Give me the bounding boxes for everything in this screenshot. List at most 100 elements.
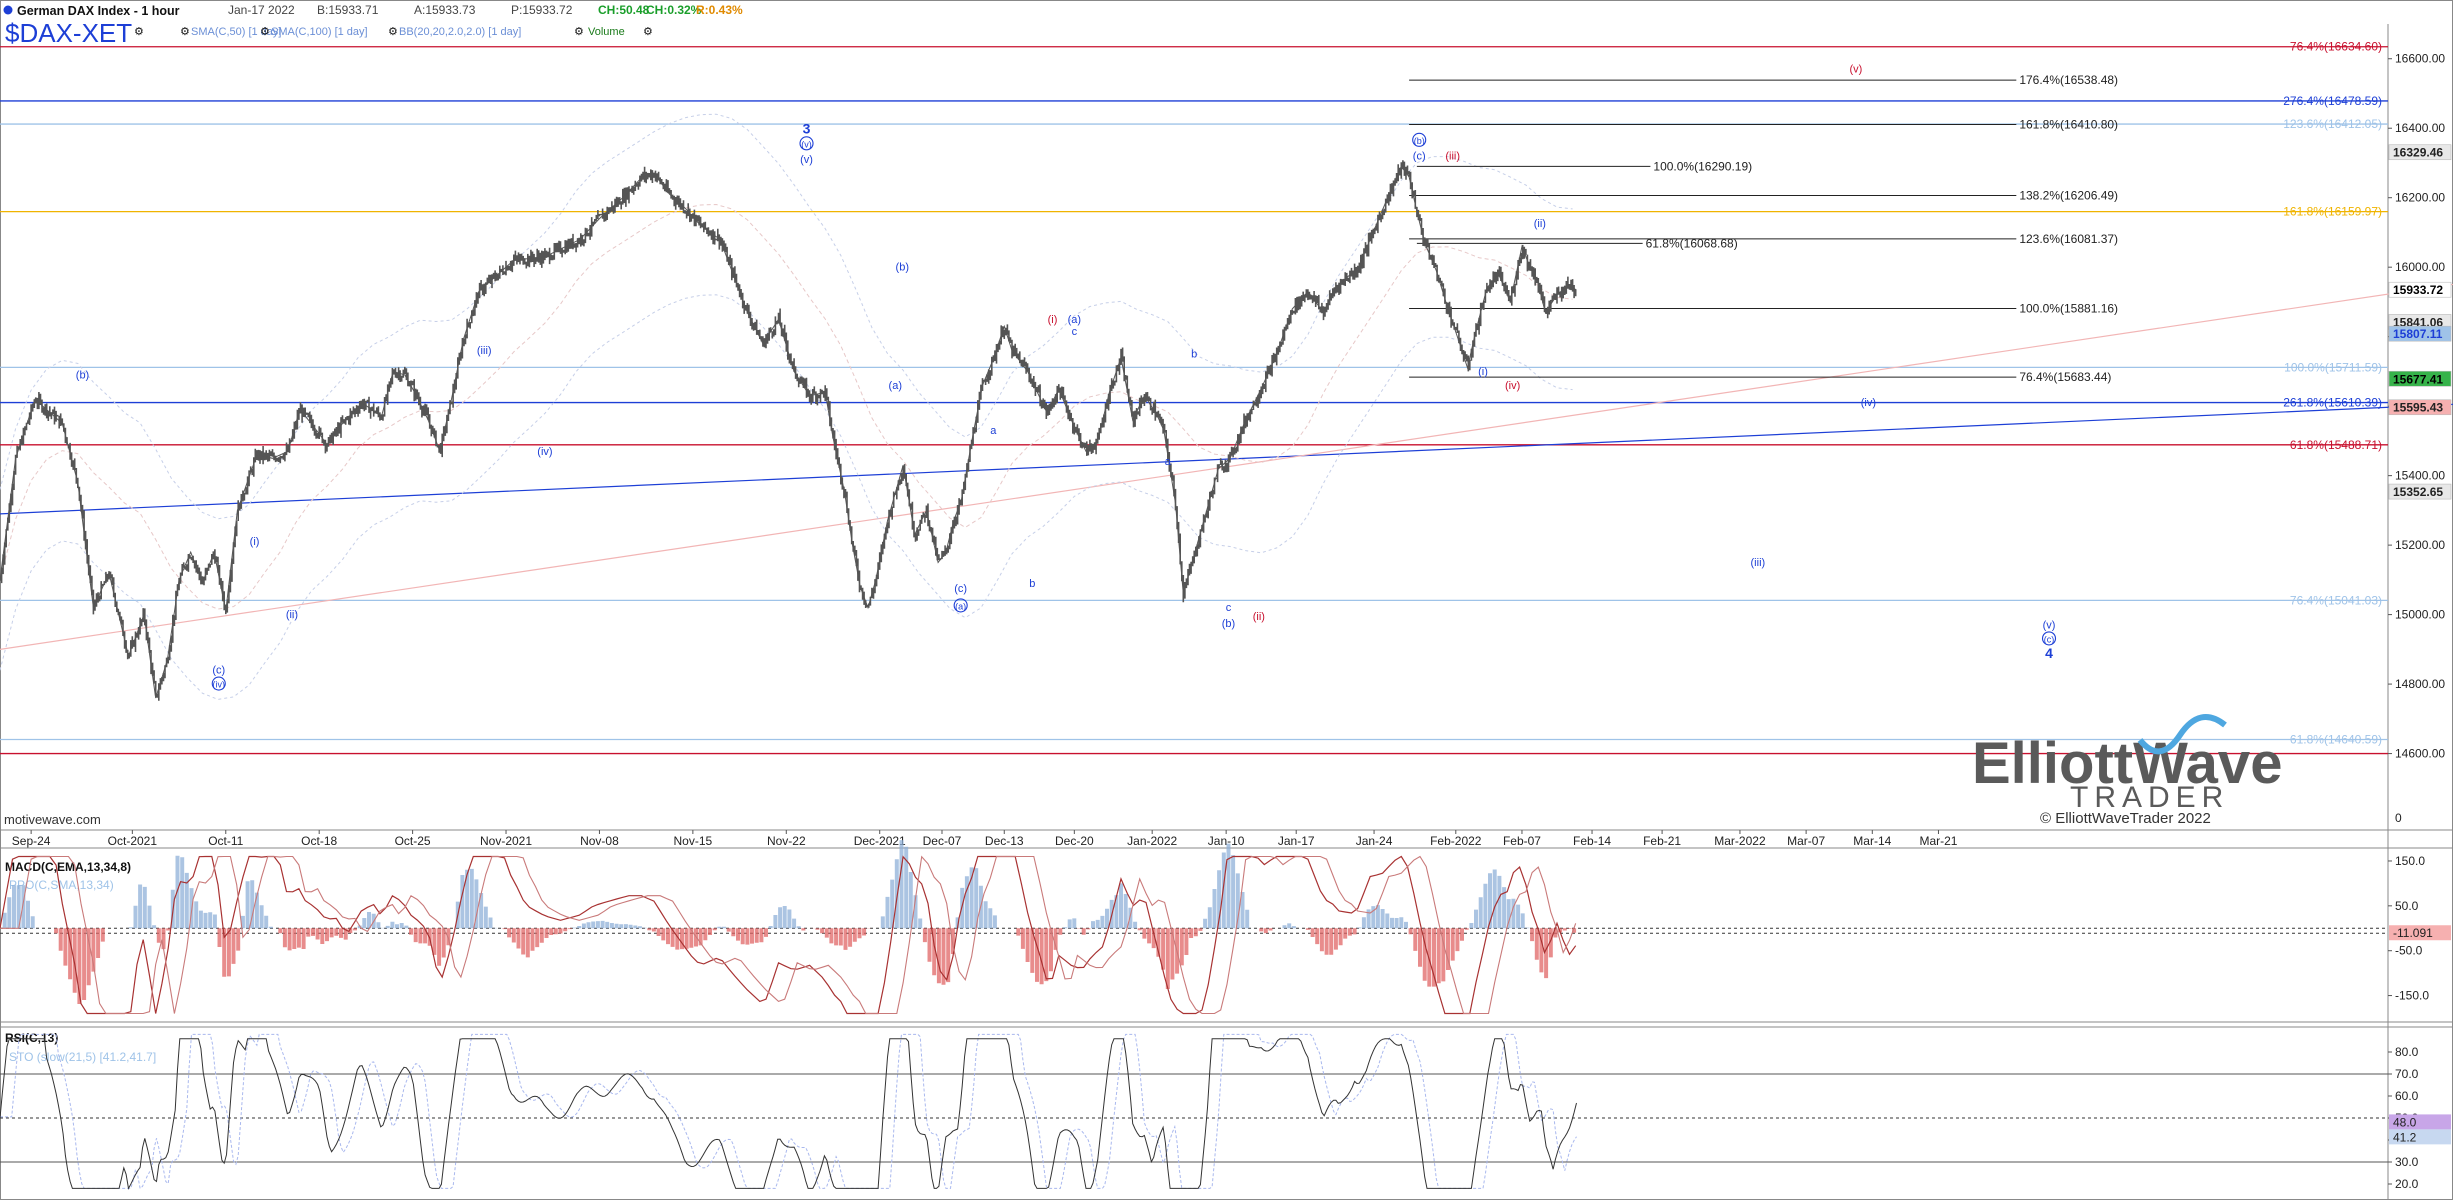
wave-circle [953, 598, 968, 613]
level-label: 76.4%(15041.03) [2290, 593, 2382, 607]
wave-label: (iv) [1861, 397, 1876, 409]
wave-label: (a) [1068, 314, 1081, 326]
logo-copyright: © ElliottWaveTrader 2022 [2040, 810, 2211, 827]
instrument-icon [3, 5, 13, 15]
study-bb[interactable]: BB(20,20,2.0,2.0) [1 day] [399, 26, 521, 38]
fib-label: 100.0%(16290.19) [1653, 159, 1752, 173]
wave-label: c [1226, 602, 1232, 614]
chart-header: German DAX Index - 1 hour Jan-17 2022 B:… [3, 3, 743, 48]
rsi-title: RSI(C,13) [5, 1031, 58, 1045]
wave-circle [211, 676, 226, 691]
rsi-axis[interactable]: 80.070.060.050.040.030.020.048.041.2 [2388, 1045, 2451, 1191]
sma-line [0, 203, 1573, 610]
time-tick-label: Oct-25 [395, 834, 431, 848]
header-date: Jan-17 2022 [228, 3, 295, 17]
wave-label: (ii) [1534, 218, 1546, 230]
price-tick-label: 16200.00 [2395, 191, 2445, 205]
macd-axis[interactable]: 150.0 50.0 -50.0 -150.0 -11.091 [2388, 854, 2451, 1003]
time-tick-label: Mar-14 [1853, 834, 1891, 848]
wave-label: b [1191, 349, 1197, 361]
macd-badge [2389, 925, 2451, 941]
band-lower [0, 294, 1573, 700]
time-tick-label: Dec-13 [985, 834, 1024, 848]
study-sma100[interactable]: SMA(C,100) [1 day] [271, 26, 368, 38]
rsi-tick-label: 30.0 [2395, 1155, 2419, 1169]
trendline [0, 403, 2453, 515]
price-panel: 76.4%(16634.60) 276.4%(16478.59) 123.6%(16… [0, 40, 2453, 848]
instrument-title: German DAX Index - 1 hour [17, 4, 180, 18]
macd-body [0, 840, 2388, 1015]
time-tick-label: Jan-2022 [1127, 834, 1177, 848]
gear-icon[interactable]: ⚙ [574, 26, 584, 38]
gear-icon[interactable]: ⚙ [180, 26, 190, 38]
macd-histogram-pos [2, 840, 1530, 929]
wave-label: (b) [1414, 136, 1425, 146]
price-bars [0, 160, 1577, 701]
price-tick-label: 16000.00 [2395, 260, 2445, 274]
macd-tick-label: -50.0 [2395, 944, 2423, 958]
wave-label: (i) [1048, 314, 1058, 326]
price-badge-label: 15352.65 [2393, 485, 2443, 499]
wave-label: (v) [1850, 64, 1863, 76]
macd-tick-label: 150.0 [2395, 854, 2425, 868]
rsi-tick-label: 80.0 [2395, 1045, 2419, 1059]
wave-label: (i) [250, 536, 260, 548]
gear-icon[interactable]: ⚙ [134, 26, 144, 38]
wave-label: b [1029, 578, 1035, 590]
rsi-body [0, 1033, 2388, 1190]
price-badge [2388, 399, 2452, 416]
time-tick-label: Feb-14 [1573, 834, 1611, 848]
wave-label: (ii) [286, 609, 298, 621]
wave-label: (iv) [1505, 380, 1520, 392]
gear-icon[interactable]: ⚙ [260, 26, 270, 38]
wave-label: (v) [2043, 620, 2056, 632]
price-tick-label: 15200.00 [2395, 538, 2445, 552]
price-axis[interactable]: 14600.00 14800.00 15000.00 15200.00 15400.00… [2388, 52, 2452, 825]
time-tick-label: Sep-24 [12, 834, 51, 848]
time-tick-label: Mar-21 [1919, 834, 1957, 848]
rsi-badge [2389, 1129, 2451, 1145]
macd-signal-line [0, 855, 1577, 1015]
wave-label: (v) [800, 154, 813, 166]
header-change: CH:50.48 [598, 3, 650, 17]
level-label: 123.6%(16412.05) [2283, 117, 2382, 131]
price-tick-label: 14600.00 [2395, 747, 2445, 761]
wave-label: (c) [1413, 150, 1426, 162]
wave-label: (iv) [213, 680, 226, 690]
time-tick-label: Mar-2022 [1714, 834, 1766, 848]
wave-label: (a) [889, 380, 902, 392]
fib-label: 138.2%(16206.49) [2019, 188, 2118, 202]
wave-label: (a) [955, 601, 966, 611]
price-badge-label: 15677.41 [2393, 372, 2443, 386]
price-tick-label: 16600.00 [2395, 52, 2445, 66]
study-legend[interactable]: ⚙ ⚙ SMA(C,50) [1 day] ⚙ SMA(C,100) [1 da… [134, 26, 653, 38]
price-series [0, 160, 1577, 701]
wave-circle [1412, 132, 1427, 147]
gear-icon[interactable]: ⚙ [388, 26, 398, 38]
time-tick-label: Nov-22 [767, 834, 806, 848]
time-tick-label: Oct-2021 [108, 834, 158, 848]
sto-subtitle: STO (slow(21,5) [41.2,41.7] [9, 1050, 156, 1064]
rsi-line [0, 1038, 1577, 1190]
wave-label: (c) [2044, 634, 2055, 644]
rsi-badge [2389, 1114, 2451, 1130]
study-sma50[interactable]: SMA(C,50) [1 day] [191, 26, 281, 38]
time-tick-label: Mar-07 [1787, 834, 1825, 848]
price-badge [2388, 483, 2452, 500]
wave-label: (iii) [1445, 150, 1460, 162]
study-volume[interactable]: Volume [588, 26, 625, 38]
price-badge-label: 16329.46 [2393, 146, 2443, 160]
gear-icon[interactable]: ⚙ [643, 26, 653, 38]
time-axis[interactable]: Sep-24 Oct-2021 Oct-11 Oct-18 Oct-25 Nov-2021… [12, 830, 1958, 848]
header-change-pct: CH:0.32% [646, 3, 702, 17]
time-tick-label: Jan-24 [1356, 834, 1393, 848]
time-tick-label: Jan-17 [1278, 834, 1315, 848]
time-tick-label: Feb-21 [1643, 834, 1681, 848]
header-range: R:0.43% [696, 3, 743, 17]
price-badge [2388, 144, 2452, 161]
logo-subtext: TRADER [2070, 781, 2229, 814]
ppo-subtitle: PPO(C,SMA,13,34) [9, 878, 114, 892]
price-badge-label: 15807.11 [2393, 327, 2443, 341]
wave-circle [2041, 631, 2057, 646]
